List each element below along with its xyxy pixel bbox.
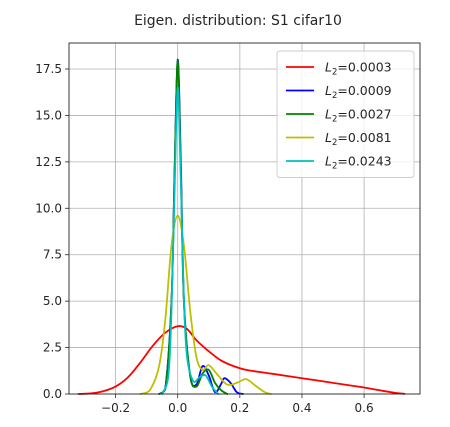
y-tick-label: 12.5: [35, 155, 62, 169]
axes-frame: [68, 42, 421, 395]
x-tick-label: 0.2: [230, 401, 249, 415]
legend-label: L2=0.0027: [325, 107, 392, 125]
x-tick-label: 0.0: [168, 401, 187, 415]
x-tick-label: 0.4: [292, 401, 311, 415]
legend-label-subscript: 2: [332, 138, 337, 148]
legend-label-symbol: L: [325, 154, 332, 169]
legend-label-symbol: L: [325, 107, 332, 122]
series-line-4: [139, 214, 272, 395]
legend-label-subscript: 2: [332, 162, 337, 172]
y-tick-label: 15.0: [35, 108, 62, 122]
legend-label-subscript: 2: [332, 68, 337, 78]
legend-label-value: =0.0081: [337, 130, 391, 145]
series-line-3: [158, 59, 229, 395]
x-tick-label: 0.6: [355, 401, 374, 415]
legend-label-subscript: 2: [332, 91, 337, 101]
y-tick-label: 7.5: [43, 248, 62, 262]
y-tick-label: 5.0: [43, 294, 62, 308]
y-tick-label: 17.5: [35, 62, 62, 76]
legend-label-subscript: 2: [332, 115, 337, 125]
legend-label-symbol: L: [325, 130, 332, 145]
y-tick-label: 2.5: [43, 341, 62, 355]
legend-label: L2=0.0009: [325, 83, 392, 101]
legend-label: L2=0.0003: [325, 60, 392, 78]
legend-label: L2=0.0081: [325, 130, 392, 148]
x-tick-label: −0.2: [101, 401, 130, 415]
chart-title: Eigen. distribution: S1 cifar10: [134, 13, 342, 29]
legend: L2=0.0003L2=0.0009L2=0.0027L2=0.0081L2=0…: [276, 50, 415, 178]
series-line-1: [77, 325, 406, 395]
legend-label-value: =0.0003: [337, 60, 391, 75]
legend-label: L2=0.0243: [325, 154, 392, 172]
y-tick-label: 0.0: [43, 387, 62, 401]
legend-label-value: =0.0243: [337, 154, 391, 169]
axis-ticks: −0.2 0.0 0.2 0.4 0.6 0.0 2.5 5.0 7.5 10.0 12.5 15.0…: [35, 62, 373, 415]
legend-label-symbol: L: [325, 60, 332, 75]
legend-label-value: =0.0027: [337, 107, 391, 122]
legend-label-value: =0.0009: [337, 83, 391, 98]
plot-lines: [77, 58, 406, 395]
legend-label-symbol: L: [325, 83, 332, 98]
y-tick-label: 10.0: [35, 201, 62, 215]
legend-box: [276, 50, 415, 178]
series-line-5: [161, 86, 219, 395]
